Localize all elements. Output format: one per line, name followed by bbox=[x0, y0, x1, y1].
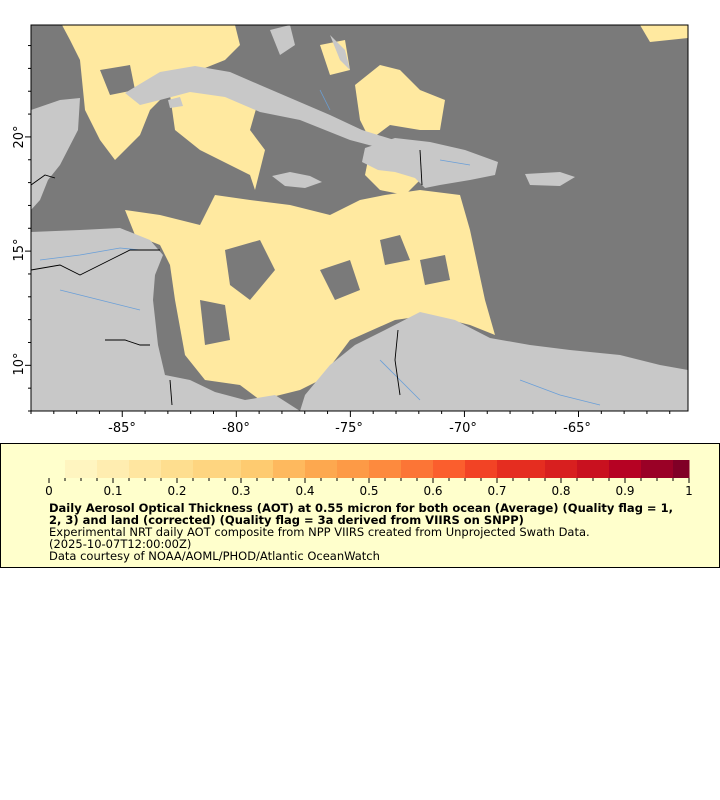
legend-title-line2: 2, 3) and land (corrected) (Quality flag… bbox=[49, 513, 524, 527]
colorbar-swatch bbox=[225, 460, 242, 478]
colorbar-swatch bbox=[65, 460, 82, 478]
lat-labels: 20° 15° 10° bbox=[12, 125, 27, 375]
colorbar-swatch bbox=[561, 460, 578, 478]
colorbar-swatch bbox=[129, 460, 146, 478]
colorbar-swatch bbox=[113, 460, 130, 478]
colorbar-tick-label: 0.2 bbox=[167, 484, 186, 498]
colorbar-swatch bbox=[193, 460, 210, 478]
colorbar-swatch bbox=[513, 460, 530, 478]
colorbar-swatch bbox=[673, 460, 690, 478]
axis-ticks bbox=[25, 45, 671, 417]
colorbar-swatch bbox=[273, 460, 290, 478]
colorbar-swatch bbox=[305, 460, 322, 478]
colorbar-tick-label: 0.3 bbox=[231, 484, 250, 498]
colorbar-swatch bbox=[209, 460, 226, 478]
lat-tick-label: 10° bbox=[12, 352, 27, 375]
legend-time: (2025-10-07T12:00:00Z) bbox=[49, 537, 192, 551]
colorbar-swatch bbox=[369, 460, 386, 478]
colorbar-swatch bbox=[593, 460, 610, 478]
colorbar-swatch bbox=[337, 460, 354, 478]
colorbar-swatch bbox=[81, 460, 98, 478]
colorbar-swatch bbox=[657, 460, 674, 478]
colorbar-tick-label: 0.6 bbox=[423, 484, 442, 498]
hispaniola bbox=[362, 138, 498, 188]
colorbar-swatch bbox=[417, 460, 434, 478]
lat-tick-label: 20° bbox=[12, 125, 27, 148]
colorbar-swatch bbox=[433, 460, 450, 478]
colorbar-tick-label: 0.5 bbox=[359, 484, 378, 498]
colorbar-swatch bbox=[145, 460, 162, 478]
colorbar-tick-label: 0 bbox=[45, 484, 53, 498]
legend-subtitle: Experimental NRT daily AOT composite fro… bbox=[49, 525, 590, 539]
colorbar-swatch bbox=[97, 460, 114, 478]
cuba bbox=[125, 66, 420, 152]
lon-tick-label: -85° bbox=[108, 421, 136, 436]
isla-de-la-juventud bbox=[168, 97, 183, 108]
colorbar-swatch bbox=[529, 460, 546, 478]
colorbar-swatch bbox=[497, 460, 514, 478]
lon-tick-label: -70° bbox=[449, 421, 477, 436]
colorbar-swatch bbox=[241, 460, 258, 478]
lon-tick-label: -80° bbox=[222, 421, 250, 436]
lon-tick-label: -65° bbox=[563, 421, 591, 436]
colorbar-swatch bbox=[385, 460, 402, 478]
colorbar-tick-label: 0.1 bbox=[103, 484, 122, 498]
rivers bbox=[39, 89, 601, 406]
colorbar-tick-label: 1 bbox=[685, 484, 693, 498]
colorbar-swatch bbox=[625, 460, 642, 478]
colorbar-swatch bbox=[177, 460, 194, 478]
borders bbox=[30, 149, 423, 406]
jamaica bbox=[272, 172, 322, 188]
lon-labels: -85° -80° -75° -70° -65° bbox=[108, 421, 591, 436]
legend-credit: Data courtesy of NOAA/AOML/PHOD/Atlantic… bbox=[49, 549, 380, 563]
colorbar: 0 0.1 0.2 0.3 0.4 0.5 0.6 0.7 0.8 0.9 1 bbox=[45, 460, 693, 498]
colorbar-tick-label: 0.4 bbox=[295, 484, 314, 498]
colorbar-swatch bbox=[289, 460, 306, 478]
yucatan bbox=[31, 98, 80, 210]
map-frame bbox=[30, 24, 689, 412]
colorbar-swatch bbox=[545, 460, 562, 478]
colorbar-swatch bbox=[465, 460, 482, 478]
colorbar-swatch bbox=[321, 460, 338, 478]
bahamas bbox=[270, 25, 350, 70]
colorbar-tick-label: 0.9 bbox=[615, 484, 634, 498]
colorbar-swatch bbox=[481, 460, 498, 478]
central-america bbox=[31, 228, 300, 411]
legend-panel: 0 0.1 0.2 0.3 0.4 0.5 0.6 0.7 0.8 0.9 1 Daily Aero… bbox=[0, 443, 720, 568]
colorbar-swatch bbox=[401, 460, 418, 478]
colorbar-tick-label: 0.8 bbox=[551, 484, 570, 498]
colorbar-swatch bbox=[161, 460, 178, 478]
lat-tick-label: 15° bbox=[12, 238, 27, 261]
colorbar-swatch bbox=[609, 460, 626, 478]
colorbar-swatch bbox=[49, 460, 66, 478]
lon-tick-label: -75° bbox=[335, 421, 363, 436]
aot-gaps bbox=[100, 65, 450, 345]
puerto-rico bbox=[525, 172, 575, 186]
colorbar-swatch bbox=[577, 460, 594, 478]
colorbar-swatch bbox=[641, 460, 658, 478]
legend-title-line1: Daily Aerosol Optical Thickness (AOT) at… bbox=[49, 501, 673, 515]
colorbar-swatch bbox=[353, 460, 370, 478]
colorbar-swatch bbox=[257, 460, 274, 478]
colorbar-swatch bbox=[449, 460, 466, 478]
colorbar-tick-label: 0.7 bbox=[487, 484, 506, 498]
aot-map: -85° -80° -75° -70° -65° 20° 15° 10° bbox=[12, 24, 689, 436]
